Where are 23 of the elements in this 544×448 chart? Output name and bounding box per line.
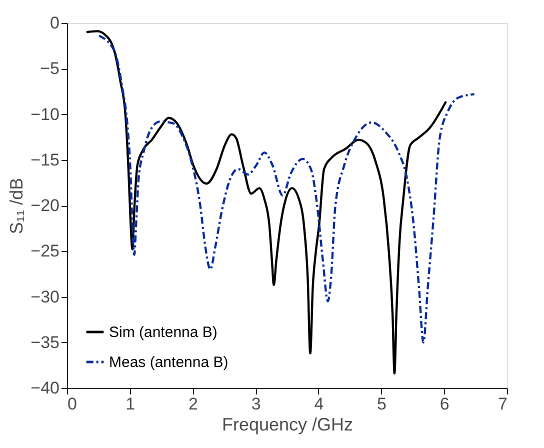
y-tick-label: −35 — [30, 332, 60, 352]
legend-label: Meas (antenna B) — [109, 354, 228, 371]
legend-label: Sim (antenna B) — [109, 324, 218, 341]
y-tick-label: −20 — [30, 196, 60, 215]
y-tick-label: −40 — [30, 378, 60, 398]
y-axis-title: S₁₁ /dB — [6, 178, 27, 234]
x-axis-title: Frequency /GHz — [222, 414, 354, 434]
y-tick-label: −15 — [30, 150, 60, 170]
x-tick-label: 4 — [314, 394, 324, 414]
y-tick-label: 0 — [50, 14, 60, 32]
x-tick-label: 3 — [251, 394, 261, 414]
x-tick-label: 6 — [440, 394, 450, 414]
y-tick-label: −30 — [30, 287, 60, 306]
x-tick-label: 5 — [377, 394, 387, 414]
line-series — [98, 34, 476, 344]
y-tick-label: −10 — [30, 104, 60, 124]
y-tick-label: −5 — [40, 59, 60, 78]
x-tick-label: 2 — [188, 394, 198, 414]
x-tick-label: 0 — [68, 394, 77, 414]
x-tick-label: 1 — [126, 394, 136, 414]
y-tick-label: −25 — [30, 242, 60, 261]
line-series — [85, 30, 448, 374]
x-tick-label: 7 — [498, 394, 508, 414]
